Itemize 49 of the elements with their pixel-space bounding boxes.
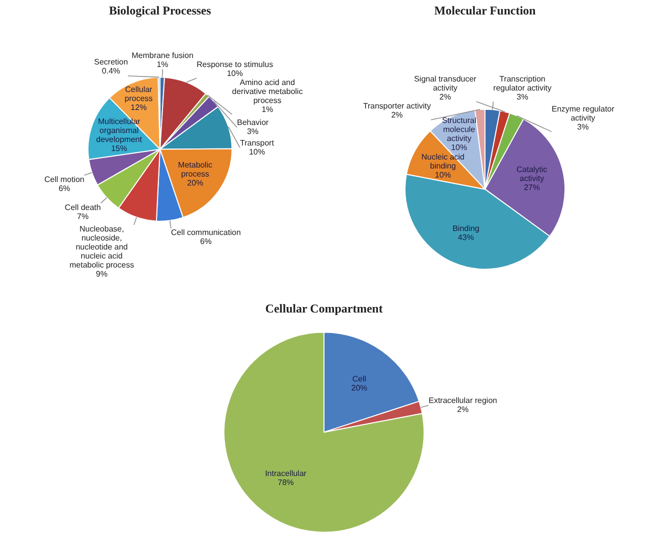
data-label: 78% [278, 478, 294, 488]
data-label: 0.4% [102, 66, 120, 76]
data-label: 10% [451, 142, 468, 152]
slice-label: Transcription regulator activity [493, 74, 552, 92]
data-label: 20% [351, 383, 368, 392]
data-label: 6% [58, 184, 70, 193]
slice-label: Cell [352, 374, 366, 384]
slice-label: Binding [452, 224, 480, 233]
slice-label: Behavior [236, 118, 269, 128]
data-label: 1% [262, 105, 274, 114]
slice-label: Amino acid and derivative metabolic process [232, 78, 303, 106]
data-label: 43% [458, 232, 474, 242]
slice-label: Secretion [94, 58, 128, 67]
slice-label: Nucleobase, nucleoside, nucleotide and nucleic acid metabolic process [69, 224, 134, 270]
data-label: 10% [434, 170, 451, 180]
slice-label: Cell motion [44, 174, 84, 184]
slice-label: Transporter activity [363, 102, 431, 111]
data-label: 12% [130, 103, 147, 112]
data-label: 3% [577, 122, 589, 132]
slice-label: Cell death [64, 202, 101, 212]
chart-title: Molecular Function [434, 3, 536, 18]
data-label: 2% [457, 405, 469, 414]
data-label: 10% [248, 147, 265, 156]
data-label: 9% [96, 270, 108, 279]
data-label: 15% [111, 144, 128, 154]
chart-title: Cellular Compartment [265, 301, 383, 316]
data-label: 7% [77, 212, 89, 221]
slice-label: Structural molecule activity [442, 116, 476, 143]
slice-label: Transport [240, 138, 275, 148]
slice-label: Enzyme regulator activity [552, 104, 615, 122]
data-label: 6% [200, 237, 212, 246]
data-label: 3% [516, 92, 528, 102]
slice-label: Membrane fusion [132, 50, 194, 60]
data-label: 3% [246, 127, 259, 136]
data-label: 10% [226, 68, 243, 78]
slice-label: Metabolic process [178, 160, 212, 178]
slice-label: Cell communication [170, 228, 241, 238]
data-label: 2% [439, 92, 451, 102]
data-label: 20% [187, 178, 204, 188]
data-label: 27% [524, 182, 540, 192]
slice-label: Response to stimulus [196, 60, 274, 69]
slice-label: Intracellular [265, 469, 307, 478]
data-label: 1% [156, 60, 168, 69]
slice-label: Cellular process [124, 85, 153, 104]
data-label: 2% [391, 110, 403, 120]
slice-label: Signal transducer activity [414, 74, 477, 92]
slice-label: Extracellular region [428, 396, 498, 406]
slice-label: Catalytic activity [516, 164, 548, 183]
chart-title: Biological Processes [108, 3, 212, 18]
